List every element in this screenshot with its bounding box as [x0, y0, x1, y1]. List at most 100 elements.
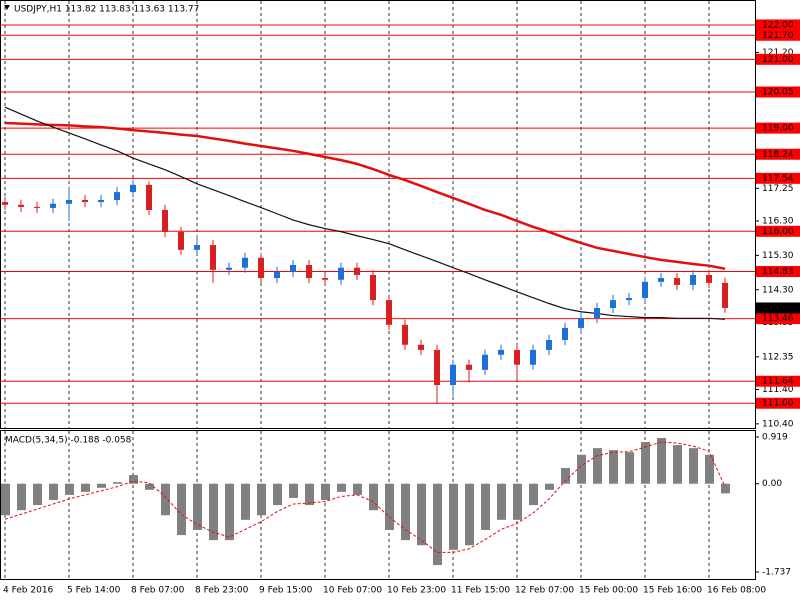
candle-body — [18, 204, 24, 207]
candle-body — [322, 278, 328, 280]
y-tick-label: 0.00 — [762, 479, 782, 489]
macd-bar — [449, 483, 458, 550]
candle-body — [498, 349, 504, 355]
x-tick-label: 8 Feb 23:00 — [195, 586, 249, 596]
macd-bar — [369, 483, 378, 511]
candle-body — [546, 339, 552, 350]
candle-body — [514, 349, 520, 365]
macd-bar — [433, 483, 442, 566]
x-tick-label: 9 Feb 15:00 — [259, 586, 313, 596]
moving-average — [4, 121, 726, 271]
candle-body — [210, 245, 216, 270]
y-tick-label: 0.919 — [762, 433, 788, 443]
macd-bar — [657, 437, 666, 484]
macd-bar — [113, 482, 122, 484]
candle-body — [354, 267, 360, 275]
chart-title: USDJPY,H1 113.82 113.83 113.63 113.77 — [14, 5, 199, 15]
level-label-box — [756, 266, 800, 278]
candle-body — [418, 344, 424, 350]
candle-body — [658, 278, 664, 282]
level-label-box — [756, 53, 800, 65]
candle-body — [306, 264, 312, 279]
level-label: 111.00 — [762, 399, 794, 409]
candle-body — [642, 281, 648, 299]
macd-bar — [721, 483, 730, 494]
macd-bar — [497, 483, 506, 520]
level-label-box — [756, 313, 800, 325]
macd-bar — [705, 454, 714, 484]
macd-bar — [353, 483, 362, 495]
level-label: 120.05 — [762, 88, 794, 98]
candle-body — [34, 206, 40, 208]
macd-panel-frame — [0, 430, 756, 580]
macd-bar — [689, 448, 698, 484]
candle-body — [434, 349, 440, 386]
y-tick-label: 110.40 — [762, 419, 794, 429]
level-label-box — [756, 148, 800, 160]
candle-body — [162, 209, 168, 232]
last-price-box — [756, 302, 800, 314]
candle-body — [706, 274, 712, 283]
level-label-box — [756, 122, 800, 134]
candle-body — [274, 271, 280, 279]
last-price-label: 113.77 — [762, 303, 794, 313]
candle-body — [674, 278, 680, 285]
level-label-box — [756, 29, 800, 41]
candle-body — [130, 184, 136, 193]
level-label: 111.64 — [762, 377, 794, 387]
level-label: 114.83 — [762, 267, 794, 277]
macd-bar — [49, 483, 58, 500]
macd-bar — [529, 483, 538, 506]
candle-body — [562, 327, 568, 340]
x-tick-label: 15 Feb 00:00 — [579, 586, 638, 596]
macd-bar — [1, 483, 10, 516]
x-tick-label: 5 Feb 14:00 — [67, 586, 121, 596]
macd-bar — [401, 483, 410, 541]
macd-bar — [305, 483, 314, 506]
macd-bar — [545, 483, 554, 490]
candle-body — [402, 324, 408, 345]
macd-bar — [641, 442, 650, 484]
macd-bar — [177, 483, 186, 536]
level-label: 117.54 — [762, 174, 794, 184]
macd-bar — [481, 483, 490, 530]
macd-bar — [257, 483, 266, 516]
moving-average — [4, 106, 726, 320]
macd-bar — [321, 483, 330, 500]
x-tick-label: 10 Feb 23:00 — [387, 586, 446, 596]
x-tick-label: 8 Feb 07:00 — [131, 586, 185, 596]
candle-body — [610, 300, 616, 308]
macd-bar — [193, 483, 202, 530]
macd-bar — [593, 448, 602, 484]
candle-body — [178, 231, 184, 250]
candle-body — [690, 274, 696, 285]
macd-bar — [577, 454, 586, 484]
menu-triangle[interactable] — [4, 5, 10, 10]
candle-body — [258, 257, 264, 279]
candle-body — [2, 202, 8, 205]
x-tick-label: 16 Feb 08:00 — [707, 586, 766, 596]
x-tick-label: 12 Feb 07:00 — [515, 586, 574, 596]
macd-signal — [4, 441, 726, 553]
candle-body — [722, 282, 728, 308]
candle-body — [98, 199, 104, 203]
level-label-box — [756, 225, 800, 237]
y-tick-label: 111.40 — [762, 385, 794, 395]
main-panel-frame — [0, 0, 756, 429]
candle-body — [66, 199, 72, 204]
candle-body — [194, 245, 200, 250]
y-tick-label: 112.35 — [762, 352, 794, 362]
y-tick-label: 116.30 — [762, 216, 794, 226]
macd-bar — [81, 483, 90, 492]
level-label-box — [756, 397, 800, 409]
macd-bar — [465, 483, 474, 546]
level-label-box — [756, 19, 800, 31]
macd-bar — [209, 483, 218, 541]
candle-body — [114, 192, 120, 200]
macd-bar — [513, 483, 522, 520]
macd-bar — [417, 483, 426, 546]
macd-bar — [65, 483, 74, 495]
level-label-box — [756, 172, 800, 184]
candle-body — [594, 307, 600, 318]
